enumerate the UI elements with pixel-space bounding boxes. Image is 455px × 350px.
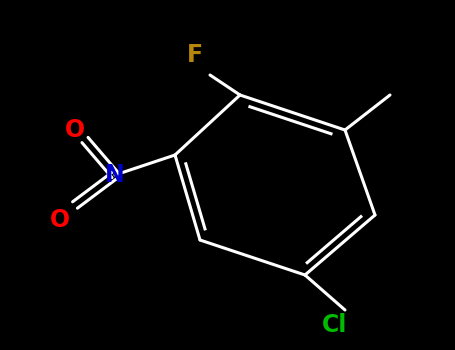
Text: N: N bbox=[105, 163, 125, 187]
Text: O: O bbox=[50, 208, 70, 232]
Text: F: F bbox=[187, 43, 203, 67]
Text: Cl: Cl bbox=[322, 313, 348, 337]
Text: O: O bbox=[65, 118, 85, 142]
